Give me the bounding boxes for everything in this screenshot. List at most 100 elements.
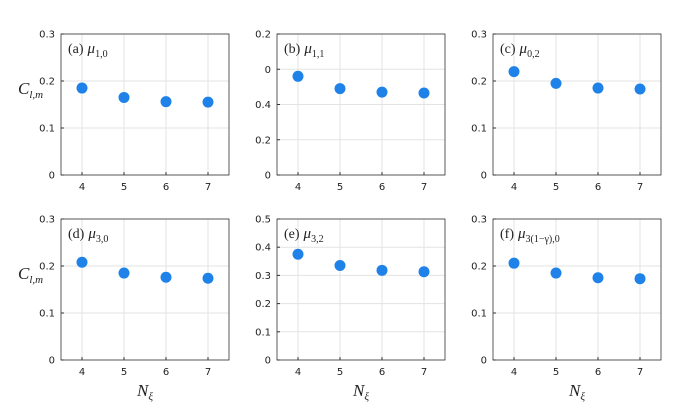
symbol: μ	[519, 41, 528, 57]
y-tick-label: 0.3	[39, 215, 55, 226]
x-tick-label: 5	[121, 367, 127, 378]
point	[634, 83, 646, 95]
x-tick-label: 4	[295, 182, 301, 193]
point	[376, 264, 388, 276]
y-label: Cl,m	[18, 79, 43, 101]
x-tick-label: 6	[379, 182, 385, 193]
y-tick-label: 0	[49, 171, 55, 182]
x-tick-label: 6	[163, 182, 169, 193]
panel-label: (f) μ3(1−γ),0	[500, 226, 560, 245]
point	[292, 248, 304, 260]
point	[334, 260, 346, 272]
x-label-sub: ξ	[148, 391, 153, 403]
y-tick-label: 0.2	[471, 262, 487, 273]
subscript: 1,1	[312, 49, 325, 60]
y-tick-label: 0	[265, 171, 271, 182]
y-tick-label: 0.3	[471, 30, 487, 41]
y-tick-label: 0.2	[255, 299, 271, 310]
y-tick-label: 0.4	[255, 243, 271, 254]
panel-letter: (d)	[68, 227, 85, 242]
point	[508, 257, 520, 269]
subscript: 3(1−γ),0	[526, 234, 560, 245]
y-label-sub: l,m	[29, 274, 43, 286]
y-tick-label: 0.2	[255, 30, 271, 41]
y-tick-label: 0.1	[39, 309, 55, 320]
x-tick-label: 4	[79, 182, 85, 193]
y-tick-label: 0.1	[39, 124, 55, 135]
panel-label: (e) μ3,2	[284, 226, 324, 245]
y-tick-label: 0	[481, 356, 487, 367]
point	[118, 267, 130, 279]
x-tick-label: 7	[637, 367, 643, 378]
y-tick-label: 0.2	[39, 77, 55, 88]
y-tick-label: 0	[265, 65, 271, 76]
y-tick-label: 0.3	[255, 271, 271, 282]
y-label: Cl,m	[18, 264, 43, 286]
y-tick-label: 0.3	[471, 215, 487, 226]
point	[202, 272, 214, 284]
x-tick-label: 7	[421, 182, 427, 193]
x-label: Nξ	[568, 381, 585, 403]
x-tick-label: 7	[637, 182, 643, 193]
axes-frame	[276, 33, 446, 176]
point	[202, 96, 214, 108]
y-tick-label: 0.2	[255, 135, 271, 146]
panel-letter: (a)	[68, 42, 84, 57]
y-tick-label: 0	[481, 171, 487, 182]
y-tick-label: 0	[265, 356, 271, 367]
y-tick-label: 0.2	[39, 262, 55, 273]
axes-frame	[60, 33, 230, 176]
x-label-sub: ξ	[580, 391, 585, 403]
point	[160, 271, 172, 283]
x-tick-label: 7	[421, 367, 427, 378]
x-tick-label: 5	[121, 182, 127, 193]
symbol: μ	[87, 226, 96, 242]
point	[334, 83, 346, 95]
panel-letter: (f)	[500, 227, 514, 242]
subscript: 3,2	[311, 234, 324, 245]
axes-frame	[492, 218, 662, 361]
point	[508, 66, 520, 78]
axes-frame	[492, 33, 662, 176]
panel-label: (d) μ3,0	[68, 226, 108, 245]
x-tick-label: 5	[553, 182, 559, 193]
point	[292, 70, 304, 82]
x-tick-label: 7	[205, 367, 211, 378]
y-tick-label: 0.5	[255, 215, 271, 226]
point	[76, 82, 88, 94]
x-tick-label: 6	[595, 182, 601, 193]
subscript: 3,0	[96, 234, 109, 245]
y-tick-label: 0.4	[255, 100, 271, 111]
point	[550, 267, 562, 279]
panel-letter: (c)	[500, 42, 516, 57]
y-label-sub: l,m	[29, 89, 43, 101]
x-label-sub: ξ	[364, 391, 369, 403]
point	[160, 96, 172, 108]
x-tick-label: 6	[379, 367, 385, 378]
y-tick-label: 0.2	[471, 77, 487, 88]
y-tick-label: 0.1	[471, 124, 487, 135]
point	[634, 273, 646, 285]
y-tick-label: 0.3	[39, 30, 55, 41]
y-tick-label: 0.1	[471, 309, 487, 320]
y-label-main: C	[18, 264, 30, 283]
y-tick-label: 0.1	[255, 327, 271, 338]
point	[592, 272, 604, 284]
panel-label: (b) μ1,1	[284, 41, 324, 60]
x-tick-label: 6	[163, 367, 169, 378]
panel-label: (a) μ1,0	[68, 41, 108, 60]
x-tick-label: 5	[337, 367, 343, 378]
x-tick-label: 4	[511, 182, 517, 193]
symbol: μ	[303, 41, 312, 57]
symbol: μ	[303, 226, 312, 242]
axes-frame	[60, 218, 230, 361]
y-tick-label: 0	[49, 356, 55, 367]
point	[376, 86, 388, 98]
x-tick-label: 5	[553, 367, 559, 378]
x-label-main: N	[136, 381, 150, 400]
point	[592, 82, 604, 94]
panel-letter: (e)	[284, 227, 300, 242]
x-tick-label: 7	[205, 182, 211, 193]
x-tick-label: 6	[595, 367, 601, 378]
